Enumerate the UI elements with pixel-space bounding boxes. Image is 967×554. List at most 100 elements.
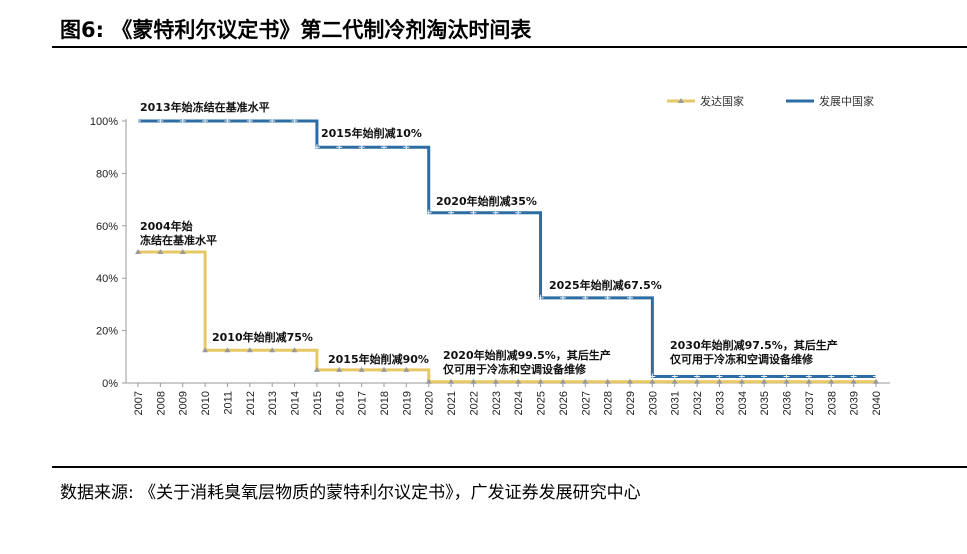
- annotation-a2030d: 仅可用于冷冻和空调设备维修: [669, 352, 814, 366]
- point-developed: [783, 378, 790, 384]
- annotation-a2015: 2015年始削减90%: [328, 352, 429, 366]
- point-developed: [246, 347, 253, 353]
- point-developed: [403, 366, 410, 372]
- y-tick-label: 40%: [96, 273, 118, 285]
- x-tick-label: 2018: [379, 391, 391, 415]
- y-tick-label: 60%: [96, 221, 118, 233]
- point-developed: [157, 249, 164, 254]
- chart-labels: 2013年始冻结在基准水平 2015年始削减10% 2020年始削减35% 2025年…: [140, 100, 838, 376]
- point-developing: [850, 373, 857, 380]
- x-tick-label: 2009: [178, 391, 190, 415]
- source-note: 数据来源: 《关于消耗臭氧层物质的蒙特利尔议定书》，广发证券发展研究中心: [60, 483, 641, 503]
- x-tick-label: 2036: [782, 391, 794, 415]
- point-developing: [313, 144, 320, 151]
- x-tick-label: 2017: [357, 391, 369, 415]
- point-developed: [291, 347, 298, 353]
- y-tick-label: 80%: [96, 168, 118, 180]
- point-developed: [582, 378, 589, 384]
- point-developing: [649, 373, 656, 380]
- point-developed: [649, 378, 656, 384]
- x-tick-label: 2027: [580, 391, 592, 415]
- point-developed: [492, 378, 499, 384]
- point-developed: [671, 378, 678, 384]
- x-tick-label: 2021: [446, 391, 458, 415]
- title-divider: [52, 46, 967, 48]
- point-developing: [805, 373, 812, 380]
- point-developed: [738, 378, 745, 384]
- annotation-a2004: 2004年始: [140, 219, 193, 233]
- point-developing: [604, 294, 611, 301]
- y-tick-label: 0%: [102, 378, 118, 390]
- point-developed: [358, 366, 365, 372]
- point-developed: [537, 378, 544, 384]
- x-tick-label: 2024: [513, 391, 525, 415]
- point-developing: [873, 373, 879, 380]
- point-developed: [313, 366, 320, 372]
- point-developed: [716, 378, 723, 384]
- x-tick-label: 2039: [849, 391, 861, 415]
- x-tick-label: 2038: [826, 391, 838, 415]
- x-tick-label: 2022: [468, 391, 480, 415]
- point-developing: [828, 373, 835, 380]
- point-developing: [537, 294, 544, 301]
- point-developing: [246, 118, 253, 124]
- point-developing: [358, 144, 365, 151]
- point-developed: [448, 378, 455, 384]
- point-developing: [492, 209, 499, 216]
- source-divider: [52, 466, 967, 468]
- x-tick-label: 2040: [871, 391, 883, 415]
- x-tick-label: 2008: [155, 391, 167, 415]
- x-tick-label: 2037: [804, 391, 816, 415]
- point-developing: [291, 118, 298, 124]
- point-developed: [425, 378, 432, 384]
- point-developing: [269, 118, 276, 124]
- point-developing: [381, 144, 387, 151]
- x-tick-label: 2019: [401, 391, 413, 415]
- point-developing: [336, 144, 343, 151]
- x-tick-label: 2015: [312, 391, 324, 415]
- point-developing: [448, 209, 455, 216]
- point-developed: [873, 378, 879, 384]
- legend-marker: [678, 98, 684, 103]
- x-tick-label: 2012: [245, 391, 257, 415]
- annotation-a2015d: 2015年始削减10%: [321, 126, 422, 140]
- point-developing: [559, 294, 566, 301]
- page-title: 图6: 《蒙特利尔议定书》第二代制冷剂淘汰时间表: [60, 18, 532, 42]
- x-tick-label: 2030: [647, 391, 659, 415]
- point-developing: [135, 118, 141, 124]
- point-developing: [627, 294, 633, 301]
- x-tick-label: 2010: [200, 391, 212, 415]
- x-tick-label: 2023: [491, 391, 503, 415]
- point-developed: [381, 366, 387, 372]
- annotation-a2010: 2010年始削减75%: [212, 330, 313, 344]
- x-tick-label: 2029: [625, 391, 637, 415]
- annotation-a2030d: 2030年始削减97.5%，其后生产: [670, 338, 838, 352]
- annotation-a2025d: 2025年始削减67.5%: [549, 278, 662, 292]
- annotation-a2020d: 2020年始削减35%: [436, 194, 537, 208]
- point-developed: [135, 249, 141, 254]
- x-tick-label: 2033: [714, 391, 726, 415]
- point-developed: [627, 378, 633, 384]
- point-developed: [559, 378, 566, 384]
- point-developed: [470, 378, 477, 384]
- point-developing: [157, 118, 164, 124]
- chart-legend: 发达国家 发展中国家: [667, 94, 874, 108]
- x-tick-label: 2011: [222, 391, 234, 415]
- annotation-a2020: 仅可用于冷冻和空调设备维修: [442, 362, 587, 376]
- annotation-a2013: 2013年始冻结在基准水平: [140, 100, 270, 114]
- point-developed: [336, 366, 343, 372]
- point-developing: [515, 209, 522, 216]
- y-tick-label: 100%: [90, 116, 118, 128]
- legend-label: 发达国家: [700, 94, 744, 108]
- x-tick-label: 2025: [536, 391, 548, 415]
- point-developing: [738, 373, 745, 380]
- x-tick-label: 2032: [692, 391, 704, 415]
- point-developing: [582, 294, 589, 301]
- x-tick-label: 2028: [603, 391, 615, 415]
- point-developed: [805, 378, 812, 384]
- point-developed: [828, 378, 835, 384]
- series-line-developing: [138, 119, 876, 378]
- x-tick-label: 2034: [737, 391, 749, 415]
- point-developing: [761, 373, 768, 380]
